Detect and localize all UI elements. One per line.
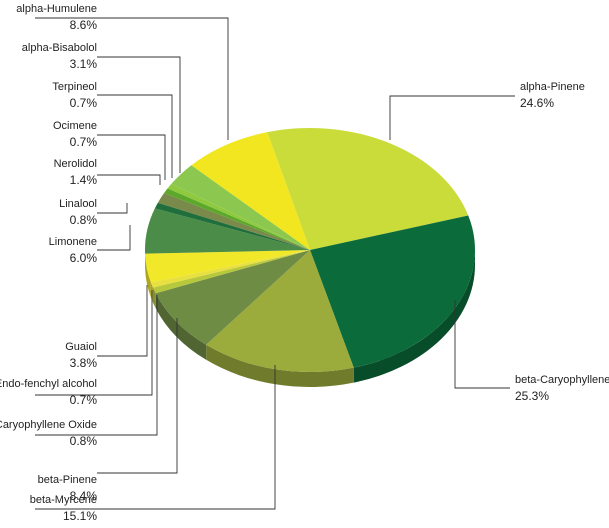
leader-line — [389, 95, 515, 140]
slice — [157, 193, 310, 250]
slice-label: Nerolidol — [54, 158, 97, 170]
slice-label: Limonene — [49, 236, 97, 248]
slice-label: beta-Caryophyllene — [515, 374, 609, 386]
slice — [206, 250, 354, 373]
value-label: 3.1% — [70, 57, 98, 71]
leader-line — [97, 318, 178, 474]
slice — [145, 208, 310, 254]
leader-line — [97, 203, 128, 214]
value-label: 1.4% — [70, 173, 98, 187]
slice — [310, 215, 475, 368]
value-label: 6.0% — [70, 251, 98, 265]
slice — [171, 165, 310, 250]
slice-label: Ocimene — [53, 120, 97, 132]
slice-label: beta-Pinene — [38, 474, 97, 486]
slice-side — [206, 344, 354, 387]
slice-side — [353, 250, 475, 383]
slice-label: Terpineol — [52, 81, 97, 93]
leader-line — [454, 300, 510, 389]
value-label: 8.6% — [70, 18, 98, 32]
slice-label: alpha-Humulene — [16, 3, 97, 15]
slice — [150, 250, 310, 288]
slice — [154, 202, 310, 250]
slice — [152, 250, 310, 294]
leader-line — [35, 290, 153, 396]
slice-side — [145, 253, 151, 298]
leader-line — [97, 174, 161, 185]
value-label: 0.7% — [70, 96, 98, 110]
leader-line — [35, 17, 229, 140]
value-label: 0.8% — [70, 434, 98, 448]
leader-line — [97, 225, 131, 251]
slice-label: alpha-Bisabolol — [22, 42, 97, 54]
slice-label: alpha-Pinene — [520, 81, 585, 93]
value-label: 25.3% — [515, 389, 549, 403]
slice-side — [155, 293, 207, 360]
slice — [155, 250, 310, 345]
slice-label: Linalool — [59, 198, 97, 210]
value-label: 24.6% — [520, 96, 554, 110]
slice — [191, 132, 310, 250]
leader-line — [97, 94, 173, 178]
value-label: 0.7% — [70, 393, 98, 407]
slice-label: Guaiol — [65, 341, 97, 353]
leader-line — [97, 285, 148, 357]
leader-line — [97, 56, 181, 173]
slice-side — [152, 287, 156, 309]
slice — [164, 188, 310, 250]
leader-line — [35, 365, 276, 510]
leader-line — [35, 295, 158, 436]
slice-label: Caryophyllene Oxide — [0, 419, 97, 431]
slice — [145, 250, 310, 283]
leader-line — [97, 134, 166, 180]
value-label: 0.7% — [70, 135, 98, 149]
slice — [167, 183, 310, 250]
value-label: 8.4% — [70, 489, 98, 503]
slice-label: Endo-fenchyl alcohol — [0, 378, 97, 390]
slice — [267, 127, 469, 250]
value-label: 3.8% — [70, 356, 98, 370]
slice-label: beta-Myrcene — [30, 494, 97, 506]
value-label: 15.1% — [63, 509, 97, 523]
value-label: 0.8% — [70, 213, 98, 227]
